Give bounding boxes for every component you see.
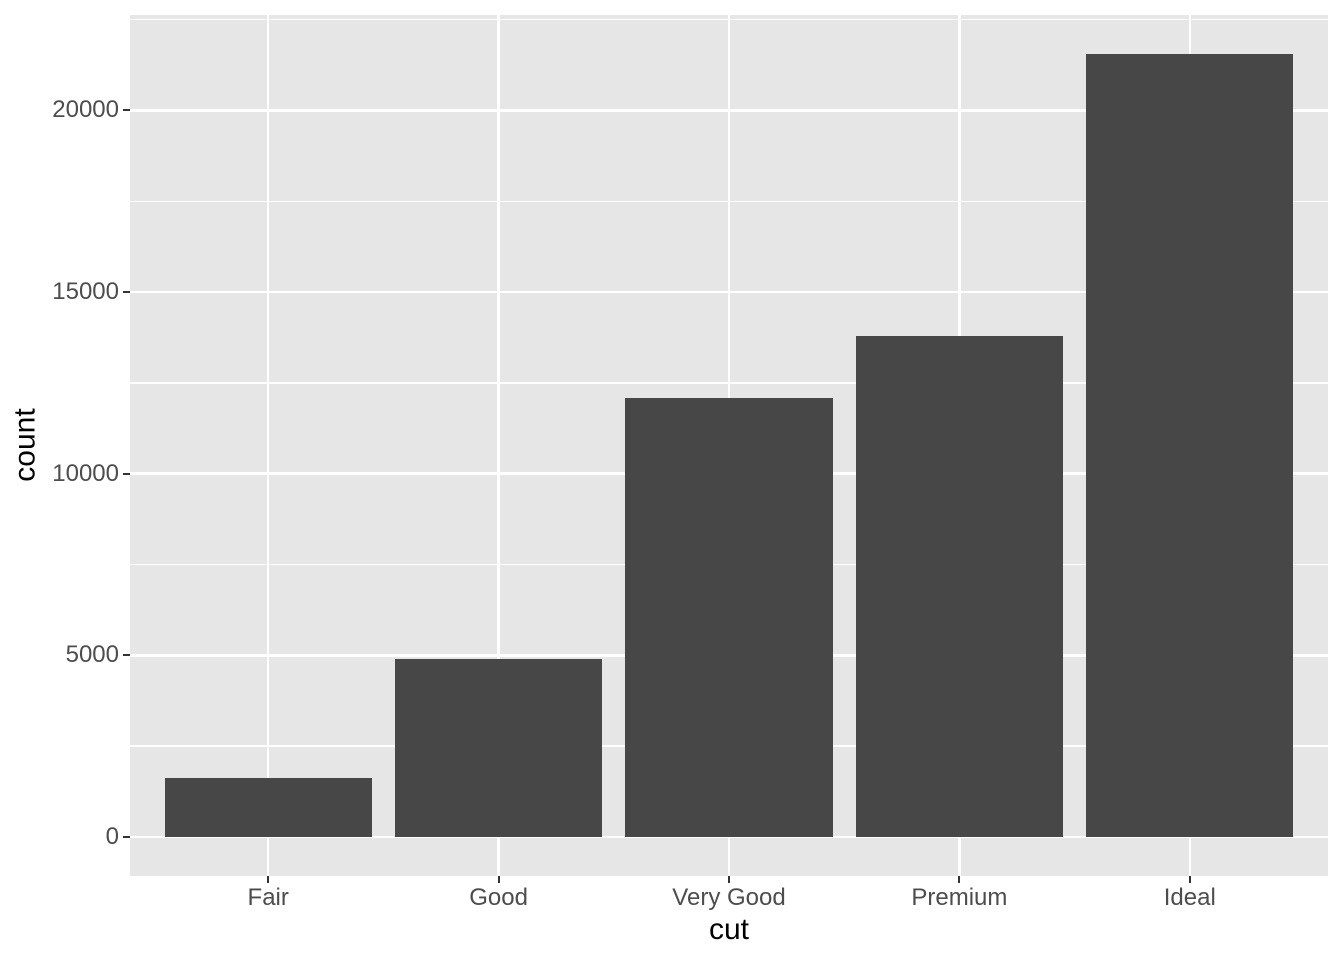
y-tick-mark xyxy=(123,654,130,657)
y-tick-mark xyxy=(123,291,130,294)
x-tick-mark xyxy=(1188,876,1191,883)
y-tick-label: 10000 xyxy=(52,459,119,487)
x-tick-label: Very Good xyxy=(672,884,786,911)
x-tick-label: Good xyxy=(469,884,528,911)
category-gridline xyxy=(266,15,270,876)
bar-very-good xyxy=(625,398,833,837)
y-tick-label: 5000 xyxy=(65,641,119,669)
x-tick-label: Premium xyxy=(911,884,1008,911)
x-tick-mark xyxy=(728,876,730,883)
x-tick-label: Fair xyxy=(247,884,289,911)
y-tick-mark xyxy=(123,109,130,112)
x-tick-mark xyxy=(267,876,270,883)
bar-premium xyxy=(855,335,1064,837)
bar-fair xyxy=(164,778,372,837)
x-axis-title: cut xyxy=(708,913,750,946)
x-tick-mark xyxy=(958,876,961,883)
y-tick-label: 15000 xyxy=(52,278,119,306)
y-tick-mark xyxy=(123,835,130,838)
y-tick-label: 20000 xyxy=(52,96,119,124)
category-gridline xyxy=(497,15,500,876)
bar-ideal xyxy=(1086,54,1294,837)
x-tick-mark xyxy=(497,876,500,883)
y-axis-title: count xyxy=(8,408,42,482)
plot-panel xyxy=(130,15,1328,876)
y-tick-label: 0 xyxy=(105,822,119,850)
x-tick-label: Ideal xyxy=(1163,884,1216,911)
y-tick-mark xyxy=(123,472,130,475)
bar-good xyxy=(394,658,603,837)
